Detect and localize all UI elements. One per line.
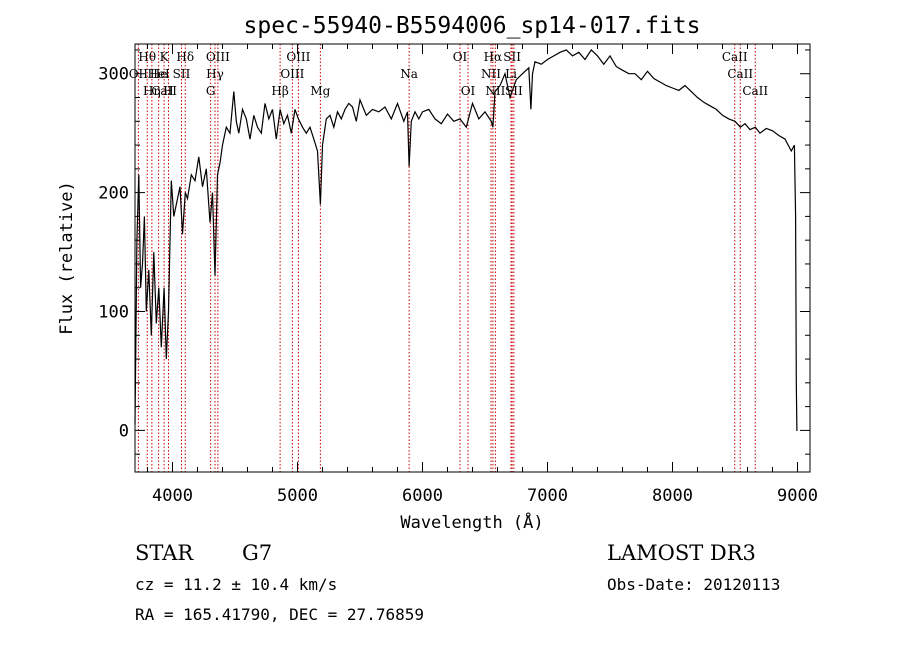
- line-marker-label: CaII: [722, 50, 748, 64]
- x-tick-label: 7000: [527, 486, 568, 506]
- x-axis-label: Wavelength (Å): [400, 511, 543, 533]
- plot-frame: [134, 43, 811, 473]
- coordinates: RA = 165.41790, DEC = 27.76859: [135, 605, 424, 624]
- x-axis: 4000 5000 6000 7000 8000 9000: [147, 44, 818, 506]
- x-tick-label: 8000: [652, 486, 693, 506]
- line-marker-label: OI: [461, 84, 476, 98]
- line-marker-label: CaII: [727, 67, 753, 81]
- line-markers: [137, 44, 756, 472]
- redshift-cz: cz = 11.2 ± 10.4 km/s: [135, 575, 337, 594]
- chart-title: spec-55940-B5594006_sp14-017.fits: [244, 13, 701, 39]
- line-marker-label: G: [206, 84, 216, 98]
- line-marker-label: Hδ: [176, 50, 194, 64]
- line-marker-label: He: [150, 67, 168, 81]
- y-axis-label: Flux (relative): [57, 181, 77, 335]
- line-marker-label: OIII: [280, 67, 304, 81]
- x-tick-label: 5000: [277, 486, 318, 506]
- line-marker-label: OIII: [206, 50, 230, 64]
- line-marker-label: Na: [400, 67, 418, 81]
- line-marker-label: Hβ: [271, 84, 288, 98]
- line-marker-label: HeI: [147, 67, 170, 81]
- line-marker-label: K: [160, 50, 170, 64]
- line-marker-label: OI: [453, 50, 468, 64]
- y-tick-label: 300: [98, 65, 129, 85]
- y-tick-label: 100: [98, 303, 129, 323]
- object-class: STAR: [135, 541, 194, 565]
- y-axis: 0 100 200 300: [98, 49, 810, 455]
- line-marker-label: Hγ: [206, 67, 224, 81]
- y-tick-label: 0: [119, 421, 129, 441]
- line-marker-label: OIII: [286, 50, 310, 64]
- flux-series-line: [134, 48, 798, 431]
- line-marker-label: SII: [503, 50, 521, 64]
- line-marker-label: CaII: [151, 84, 177, 98]
- y-tick-label: 200: [98, 184, 129, 204]
- line-marker-label: NII: [481, 67, 501, 81]
- obs-date: Obs-Date: 20120113: [607, 575, 780, 594]
- line-marker-label: Hα: [484, 50, 503, 64]
- x-tick-label: 4000: [152, 486, 193, 506]
- object-subclass: G7: [242, 541, 272, 565]
- line-marker-label: Hθ: [138, 50, 156, 64]
- x-tick-label: 9000: [777, 486, 818, 506]
- line-marker-label: Hη: [143, 84, 161, 98]
- survey-name: LAMOST DR3: [607, 541, 756, 565]
- line-marker-label: CaII: [742, 84, 768, 98]
- line-marker-label: Li: [505, 67, 517, 81]
- line-marker-label: Mg: [310, 84, 330, 98]
- line-marker-label: SII: [173, 67, 191, 81]
- x-tick-label: 6000: [402, 486, 443, 506]
- line-marker-label: H: [163, 84, 173, 98]
